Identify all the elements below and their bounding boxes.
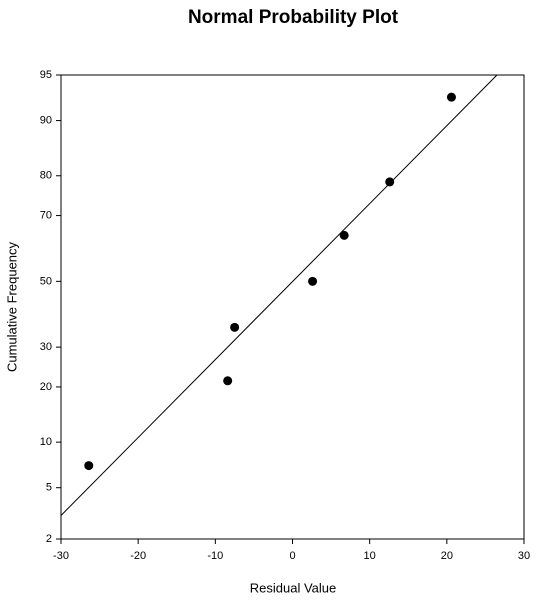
data-point bbox=[339, 230, 349, 240]
x-axis-label: Residual Value bbox=[250, 580, 336, 595]
y-tick-label: 30 bbox=[40, 341, 52, 353]
data-point bbox=[308, 276, 318, 286]
y-axis-label: Cumulative Frequency bbox=[4, 241, 19, 372]
y-tick-label: 90 bbox=[40, 114, 52, 126]
chart-title: Normal Probability Plot bbox=[188, 7, 399, 28]
data-point bbox=[230, 322, 240, 332]
y-tick-label: 95 bbox=[40, 69, 52, 81]
x-tick-label: 0 bbox=[289, 550, 295, 562]
x-tick-label: 30 bbox=[518, 550, 530, 562]
y-tick-label: 10 bbox=[40, 436, 52, 448]
x-tick-label: 20 bbox=[441, 550, 453, 562]
y-tick-label: 5 bbox=[46, 482, 52, 494]
x-tick-label: 10 bbox=[364, 550, 376, 562]
data-point bbox=[84, 461, 94, 471]
plot-frame bbox=[60, 74, 525, 540]
data-point bbox=[446, 92, 456, 102]
x-tick-label: -20 bbox=[130, 550, 146, 562]
data-point bbox=[385, 177, 395, 187]
data-point bbox=[223, 376, 233, 386]
y-tick-label: 2 bbox=[46, 533, 52, 545]
y-tick-label: 70 bbox=[40, 209, 52, 221]
y-tick-label: 80 bbox=[40, 170, 52, 182]
x-tick-label: -10 bbox=[207, 550, 223, 562]
y-tick-label: 20 bbox=[40, 381, 52, 393]
x-tick-label: -30 bbox=[53, 550, 69, 562]
y-tick-label: 50 bbox=[40, 275, 52, 287]
fit-line bbox=[60, 74, 498, 516]
